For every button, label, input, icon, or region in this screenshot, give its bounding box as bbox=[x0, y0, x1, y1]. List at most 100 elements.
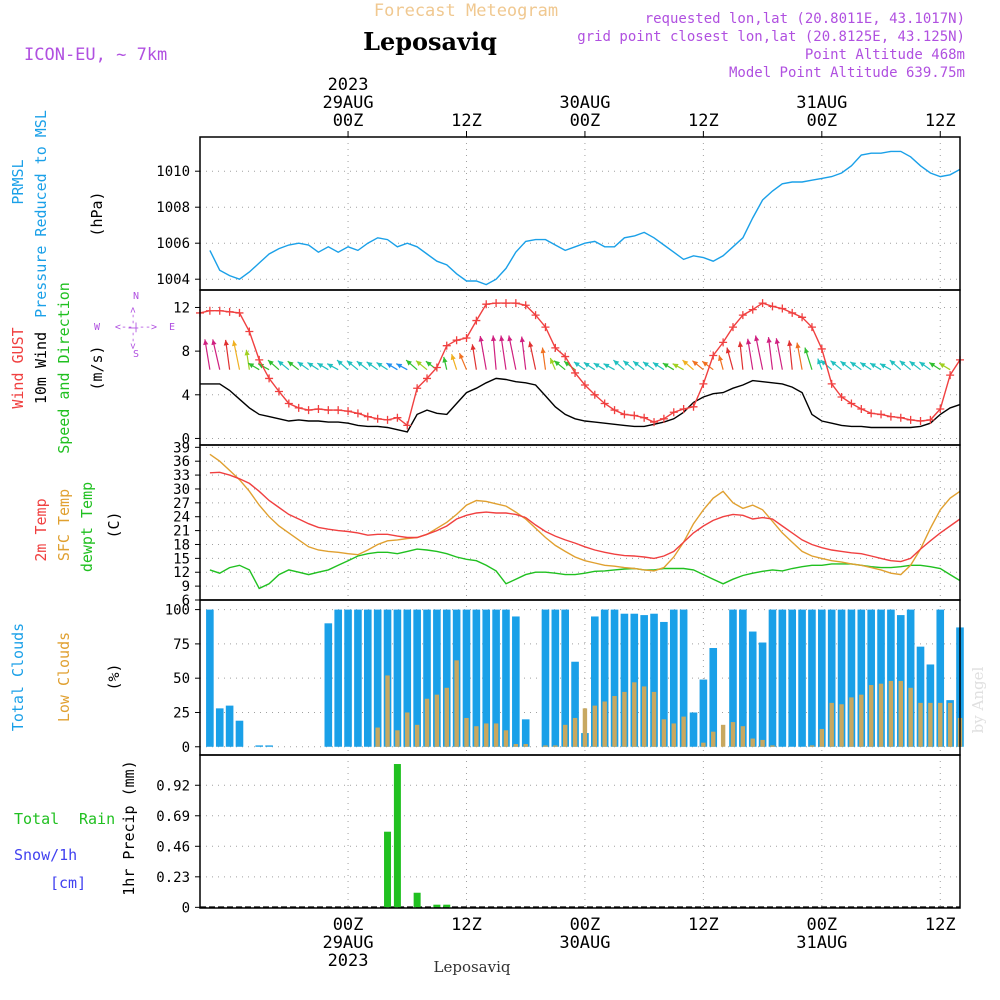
y-tick-label: 30 bbox=[173, 482, 190, 498]
wind-arrow bbox=[479, 335, 487, 370]
low-clouds-bar bbox=[464, 717, 469, 747]
y-tick-label: 25 bbox=[173, 705, 190, 721]
low-clouds-bar bbox=[572, 717, 578, 747]
wind-arrow-head bbox=[519, 336, 525, 343]
dewpt-temp-line bbox=[209, 548, 961, 590]
low-clouds-bar bbox=[405, 712, 410, 747]
total-clouds-bar bbox=[906, 609, 915, 747]
wind-arrow-head bbox=[860, 362, 867, 368]
super-title: Forecast Meteogram bbox=[374, 1, 558, 21]
total-clouds-bar bbox=[709, 648, 718, 747]
top-time-label: 00Z bbox=[570, 111, 601, 131]
wind-gust-marker bbox=[353, 409, 362, 418]
wind-gust-marker bbox=[778, 304, 787, 313]
wind-direction-arrows bbox=[203, 335, 951, 371]
compass-legend: N W E S <--|--> <--|--> bbox=[94, 291, 175, 360]
pressure-y-ticks: 1004 1006 1008 1010 bbox=[156, 164, 200, 288]
wind-gust-marker bbox=[432, 363, 441, 372]
low-clouds-bar bbox=[582, 708, 588, 747]
top-time-label: 2023 bbox=[328, 75, 369, 95]
total-clouds-label: Total Clouds bbox=[9, 623, 27, 731]
wind-arrow-head bbox=[406, 360, 412, 366]
watermark: by Angel bbox=[969, 666, 987, 733]
snow-unit-label: [cm] bbox=[50, 874, 86, 892]
wind-arrow-head bbox=[603, 363, 610, 369]
wind-gust-marker bbox=[265, 374, 274, 383]
temp-sfc-label: SFC Temp bbox=[55, 489, 73, 561]
total-clouds-bar bbox=[818, 609, 826, 747]
wind-gust-marker bbox=[600, 399, 609, 408]
pressure-frame bbox=[199, 136, 961, 291]
rain-bar bbox=[433, 904, 441, 908]
wind-gust-marker bbox=[807, 323, 816, 332]
total-clouds-bar bbox=[887, 609, 895, 747]
wind-arrow-head bbox=[840, 361, 847, 367]
total-clouds-bar bbox=[442, 609, 451, 747]
wind-arrow-head bbox=[766, 337, 772, 343]
y-tick-label: 0.23 bbox=[156, 870, 190, 886]
wind-gust-marker bbox=[630, 411, 639, 420]
wind-arrow-head bbox=[889, 360, 896, 366]
precip-panel: 0 0.23 0.46 0.69 0.92 Total Rain Snow/1h [cm… bbox=[14, 754, 961, 916]
y-tick-label: 0 bbox=[182, 431, 190, 447]
low-clouds-bar bbox=[661, 719, 667, 747]
wind-arrow-head bbox=[478, 336, 484, 342]
wind-gust-marker bbox=[679, 404, 688, 413]
wind-arrow-head bbox=[507, 335, 513, 342]
wind-arrow-head bbox=[356, 361, 363, 367]
wind-arrow-head bbox=[277, 360, 284, 367]
total-clouds-bar bbox=[206, 609, 214, 747]
total-clouds-bar bbox=[255, 745, 264, 747]
top-time-label: 12Z bbox=[925, 111, 956, 131]
wind-arrow-head bbox=[804, 347, 810, 354]
wind-y-ticks: 0 4 8 12 bbox=[173, 300, 200, 447]
low-clouds-bar bbox=[839, 704, 844, 747]
low-clouds-bar bbox=[740, 726, 746, 747]
pressure-label-2: Pressure Reduced to MSL bbox=[32, 110, 50, 318]
temp-2m-line bbox=[209, 471, 961, 563]
wind-gust-marker bbox=[561, 352, 570, 361]
total-clouds-bar bbox=[600, 609, 609, 747]
total-clouds-bar bbox=[423, 609, 431, 747]
wind-arrow bbox=[492, 335, 497, 370]
total-clouds-bar bbox=[699, 679, 708, 747]
low-clouds-bar bbox=[632, 682, 637, 747]
total-clouds-bar bbox=[521, 719, 530, 747]
total-clouds-bar bbox=[689, 712, 698, 747]
wind-10m-label: 10m Wind bbox=[32, 332, 50, 404]
wind-arrow-head bbox=[746, 338, 752, 345]
wind-arrow-head bbox=[386, 363, 393, 369]
wind-arrow-head bbox=[203, 339, 209, 346]
temp-dewpt-label: dewpt Temp bbox=[78, 482, 96, 572]
sfc-temp-line bbox=[209, 453, 961, 576]
total-clouds-bar bbox=[748, 631, 757, 747]
total-clouds-bar bbox=[462, 609, 471, 747]
wind-gust-marker bbox=[304, 406, 313, 415]
low-clouds-bar bbox=[503, 730, 509, 747]
low-clouds-bar bbox=[513, 744, 519, 747]
low-clouds-bar bbox=[868, 685, 874, 747]
wind-gust-marker bbox=[728, 323, 737, 332]
wind-unit: (m/s) bbox=[88, 345, 106, 390]
bottom-time-label: 00Z bbox=[806, 915, 837, 935]
wind-arrow bbox=[767, 337, 774, 370]
low-clouds-bar bbox=[859, 694, 864, 747]
wind-arrow-head bbox=[396, 363, 403, 369]
model-point-altitude: Model Point Altitude 639.75m bbox=[729, 65, 965, 81]
wind-gust-marker bbox=[620, 410, 629, 419]
wind-gust-marker bbox=[314, 404, 323, 413]
y-tick-label: 1010 bbox=[156, 164, 190, 180]
wind-arrow-head bbox=[244, 349, 250, 356]
clouds-unit: (%) bbox=[105, 663, 123, 690]
total-clouds-bar bbox=[215, 708, 224, 747]
total-clouds-bar bbox=[630, 613, 639, 747]
wind-arrow-head bbox=[490, 335, 497, 342]
model-label: ICON-EU, ~ 7km bbox=[24, 45, 167, 65]
wind-gust-marker bbox=[867, 409, 876, 418]
wind-gust-marker bbox=[699, 379, 708, 388]
total-clouds-bar bbox=[729, 609, 737, 747]
wind-gust-marker bbox=[827, 379, 836, 388]
low-clouds-bar bbox=[720, 724, 726, 747]
